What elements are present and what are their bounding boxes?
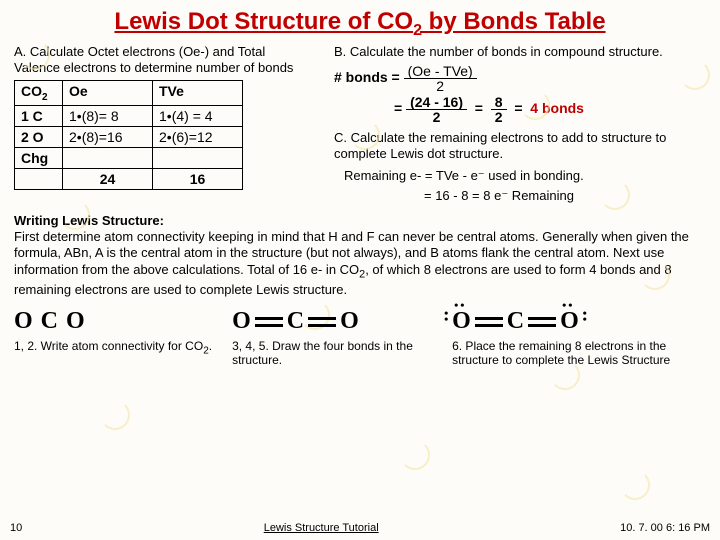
page-title: Lewis Dot Structure of CO2 by Bonds Tabl… xyxy=(0,0,720,44)
structure-3: ••••O C ••••O 6. Place the remaining 8 e… xyxy=(452,308,692,368)
section-b-label: B. Calculate the number of bonds in comp… xyxy=(334,44,706,60)
remaining-line2: = 16 - 8 = 8 e⁻ Remaining xyxy=(334,187,706,205)
double-bond-icon xyxy=(255,315,283,329)
section-c-label: C. Calculate the remaining electrons to … xyxy=(334,130,706,163)
page-number: 10 xyxy=(10,522,22,534)
writing-lewis: Writing Lewis Structure: First determine… xyxy=(14,213,706,298)
timestamp: 10. 7. 00 6: 16 PM xyxy=(620,522,710,534)
remaining-line1: Remaining e- = TVe - e⁻ used in bonding. xyxy=(334,167,706,185)
bonds-formula: # bonds = (Oe - TVe)2 xyxy=(334,64,706,93)
double-bond-icon xyxy=(528,315,556,329)
double-bond-icon xyxy=(308,315,336,329)
bonds-table: CO2 Oe TVe 1 C 1•(8)= 8 1•(4) = 4 2 O 2•… xyxy=(14,80,243,190)
tutorial-link[interactable]: Lewis Structure Tutorial xyxy=(264,522,379,534)
section-a-label: A. Calculate Octet electrons (Oe-) and T… xyxy=(14,44,314,77)
structure-1: OCO 1, 2. Write atom connectivity for CO… xyxy=(14,308,212,357)
structure-2: OCO 3, 4, 5. Draw the four bonds in the … xyxy=(232,308,432,368)
double-bond-icon xyxy=(475,315,503,329)
